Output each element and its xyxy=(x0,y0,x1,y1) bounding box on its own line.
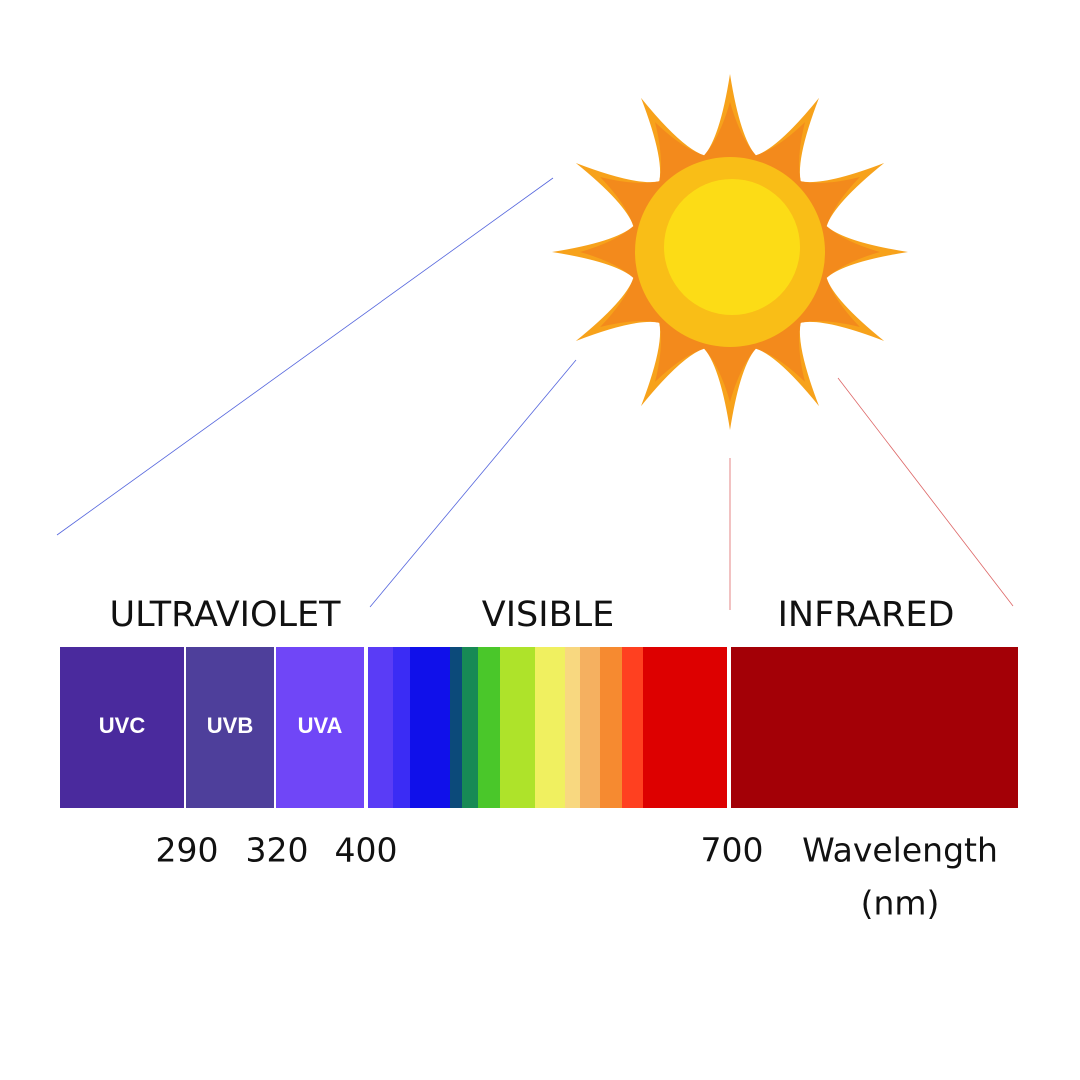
region-label: ULTRAVIOLET xyxy=(109,595,341,635)
region-label: INFRARED xyxy=(778,595,955,635)
wavelength-mark: 320 xyxy=(246,831,309,870)
visible-stripe xyxy=(478,647,501,808)
infrared-band xyxy=(731,647,1018,808)
sun xyxy=(552,74,908,430)
wavelength-mark: 700 xyxy=(701,831,764,870)
visible-stripe xyxy=(462,647,479,808)
visible-stripe xyxy=(600,647,623,808)
uvb-band xyxy=(186,647,274,808)
region-label: VISIBLE xyxy=(482,595,614,635)
visible-stripe xyxy=(643,647,727,808)
visible-stripe xyxy=(535,647,566,808)
band-label: UVC xyxy=(99,713,146,738)
axis-label: Wavelength xyxy=(802,831,998,870)
uva-band xyxy=(276,647,364,808)
visible-stripe xyxy=(565,647,581,808)
visible-stripe xyxy=(500,647,536,808)
sun-core xyxy=(664,179,800,315)
wavelength-mark: 400 xyxy=(335,831,398,870)
visible-stripe xyxy=(580,647,601,808)
ray-line xyxy=(56,177,554,536)
band-label: UVB xyxy=(207,713,253,738)
visible-stripe xyxy=(622,647,644,808)
visible-stripe xyxy=(450,647,463,808)
wavelength-mark: 290 xyxy=(156,831,219,870)
spectrum-bar xyxy=(60,647,1018,808)
uvc-band xyxy=(60,647,184,808)
ray-line xyxy=(837,377,1014,607)
visible-stripe xyxy=(393,647,411,808)
ray-line xyxy=(369,359,577,608)
axis-unit: (nm) xyxy=(861,884,940,923)
visible-stripe xyxy=(368,647,394,808)
band-label: UVA xyxy=(298,713,343,738)
visible-stripe xyxy=(410,647,451,808)
